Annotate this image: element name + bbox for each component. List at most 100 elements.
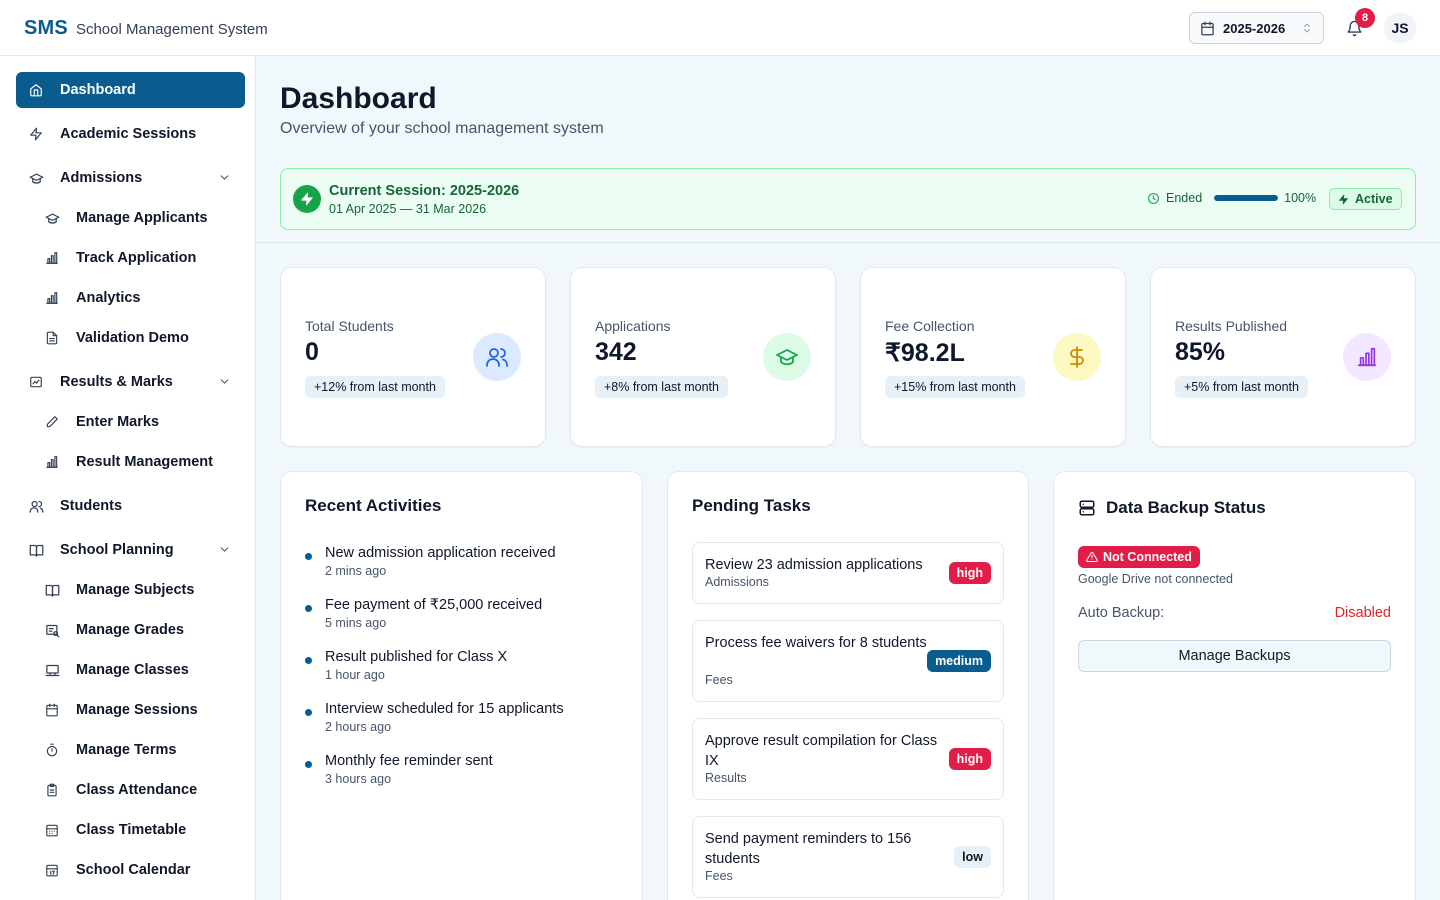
- stat-value: 85%: [1175, 338, 1226, 366]
- graduation-cap-icon: [763, 333, 811, 381]
- bar-chart-icon: [44, 454, 60, 470]
- server-icon: [1078, 499, 1096, 517]
- task-title: Process fee waivers for 8 students: [705, 635, 927, 651]
- sidebar-item-manage-classes[interactable]: Manage Classes: [32, 654, 245, 686]
- sidebar-item-school-calendar[interactable]: School Calendar: [32, 854, 245, 886]
- chevron-down-icon[interactable]: [218, 543, 231, 556]
- clock-icon: [1147, 192, 1160, 205]
- data-backup-panel: Data Backup Status Not Connected Google …: [1053, 471, 1416, 900]
- chevron-down-icon[interactable]: [218, 171, 231, 184]
- task-category: Admissions: [705, 575, 769, 589]
- sidebar-item-admissions[interactable]: Admissions: [16, 160, 245, 196]
- sidebar-item-label: Manage Applicants: [76, 210, 208, 226]
- activity-text: Result published for Class X: [325, 649, 508, 665]
- activity-time: 3 hours ago: [325, 772, 392, 786]
- sidebar-item-label: Validation Demo: [76, 330, 189, 346]
- book-icon: [28, 542, 44, 558]
- manage-backups-button[interactable]: Manage Backups: [1078, 640, 1391, 672]
- sidebar-item-manage-subjects[interactable]: Manage Subjects: [32, 574, 245, 606]
- bar-chart-icon: [1343, 333, 1391, 381]
- task-item[interactable]: Process fee waivers for 8 students Fees …: [692, 620, 1004, 702]
- auto-backup-value: Disabled: [1334, 605, 1391, 621]
- sidebar-item-dashboard[interactable]: Dashboard: [16, 72, 245, 108]
- auto-backup-label: Auto Backup:: [1078, 605, 1165, 621]
- recent-activities-panel: Recent Activities New admission applicat…: [280, 471, 643, 900]
- session-active-label: Active: [1355, 192, 1393, 206]
- task-category: Fees: [705, 869, 733, 883]
- stat-change: +8% from last month: [595, 376, 728, 398]
- stat-card-total-students: Total Students 0 +12% from last month: [280, 267, 546, 447]
- priority-badge: low: [954, 846, 991, 868]
- sidebar-item-class-timetable[interactable]: Class Timetable: [32, 814, 245, 846]
- task-title: Review 23 admission applications: [705, 557, 923, 573]
- calendar-date-icon: [44, 862, 60, 878]
- chart-box-icon: [28, 374, 44, 390]
- sidebar-item-label: Track Application: [76, 250, 197, 266]
- bell-icon[interactable]: [1342, 16, 1366, 40]
- brand-name: School Management System: [75, 21, 268, 38]
- sidebar-item-label: Manage Classes: [76, 662, 189, 678]
- sidebar-item-school-planning[interactable]: School Planning: [16, 532, 245, 568]
- stat-change: +12% from last month: [305, 376, 445, 398]
- home-icon: [28, 82, 44, 98]
- sidebar-item-manage-sessions[interactable]: Manage Sessions: [32, 694, 245, 726]
- session-selector-value: 2025-2026: [1223, 20, 1286, 36]
- activity-dot: [305, 709, 312, 716]
- clipboard-icon: [44, 782, 60, 798]
- bolt-icon: [293, 185, 321, 213]
- sidebar-item-analytics[interactable]: Analytics: [32, 282, 245, 314]
- sidebar-item-manage-terms[interactable]: Manage Terms: [32, 734, 245, 766]
- sidebar-item-track-application[interactable]: Track Application: [32, 242, 245, 274]
- task-item[interactable]: Send payment reminders to 156 students F…: [692, 816, 1004, 898]
- activity-dot: [305, 553, 312, 560]
- session-progress: Ended 100%: [1147, 191, 1316, 205]
- task-category: Results: [705, 771, 747, 785]
- sidebar-item-label: Dashboard: [60, 82, 136, 98]
- section-divider: [256, 242, 1440, 243]
- sidebar-item-enter-marks[interactable]: Enter Marks: [32, 406, 245, 438]
- session-progress-label: 100%: [1284, 191, 1317, 205]
- notification-badge: 8: [1355, 8, 1375, 28]
- chevron-down-icon[interactable]: [218, 375, 231, 388]
- sidebar-item-label: Academic Sessions: [60, 126, 197, 142]
- session-status-text: Ended: [1166, 191, 1203, 205]
- sidebar-item-label: Manage Sessions: [76, 702, 198, 718]
- sidebar-item-class-attendance[interactable]: Class Attendance: [32, 774, 245, 806]
- not-connected-label: Not Connected: [1103, 550, 1192, 564]
- sidebar-item-label: Class Timetable: [76, 822, 187, 838]
- sidebar-item-label: Manage Subjects: [76, 582, 195, 598]
- stat-label: Results Published: [1175, 318, 1288, 334]
- data-backup-header: Data Backup Status: [1078, 498, 1266, 518]
- task-item[interactable]: Review 23 admission applications Admissi…: [692, 542, 1004, 604]
- activity-text: Fee payment of ₹25,000 received: [325, 597, 543, 613]
- bar-chart-icon: [44, 290, 60, 306]
- stat-label: Applications: [595, 318, 671, 334]
- activity-text: Monthly fee reminder sent: [325, 753, 493, 769]
- activity-time: 5 mins ago: [325, 616, 387, 630]
- sidebar-item-label: School Calendar: [76, 862, 191, 878]
- session-selector[interactable]: 2025-2026: [1189, 12, 1324, 44]
- users-icon: [28, 498, 44, 514]
- activity-dot: [305, 761, 312, 768]
- sidebar-item-manage-applicants[interactable]: Manage Applicants: [32, 202, 245, 234]
- session-banner-dates: 01 Apr 2025 — 31 Mar 2026: [329, 202, 487, 216]
- sidebar-item-validation-demo[interactable]: Validation Demo: [32, 322, 245, 354]
- stat-change: +15% from last month: [885, 376, 1025, 398]
- task-item[interactable]: Approve result compilation for Class IX …: [692, 718, 1004, 800]
- users-icon: [473, 333, 521, 381]
- activity-text: New admission application received: [325, 545, 556, 561]
- brand[interactable]: SMS School Management System: [24, 17, 268, 40]
- avatar[interactable]: JS: [1384, 12, 1416, 44]
- sidebar-item-results-marks[interactable]: Results & Marks: [16, 364, 245, 400]
- page-title: Dashboard: [280, 82, 437, 115]
- backup-status-text: Google Drive not connected: [1078, 572, 1233, 586]
- task-title: Approve result compilation for Class IX: [705, 733, 938, 769]
- sidebar-item-students[interactable]: Students: [16, 488, 245, 524]
- brand-logo: SMS: [24, 17, 68, 39]
- stat-card-applications: Applications 342 +8% from last month: [570, 267, 836, 447]
- stat-card-results-published: Results Published 85% +5% from last mont…: [1150, 267, 1416, 447]
- activity-dot: [305, 657, 312, 664]
- sidebar-item-academic-sessions[interactable]: Academic Sessions: [16, 116, 245, 152]
- sidebar-item-manage-grades[interactable]: Manage Grades: [32, 614, 245, 646]
- sidebar-item-result-management[interactable]: Result Management: [32, 446, 245, 478]
